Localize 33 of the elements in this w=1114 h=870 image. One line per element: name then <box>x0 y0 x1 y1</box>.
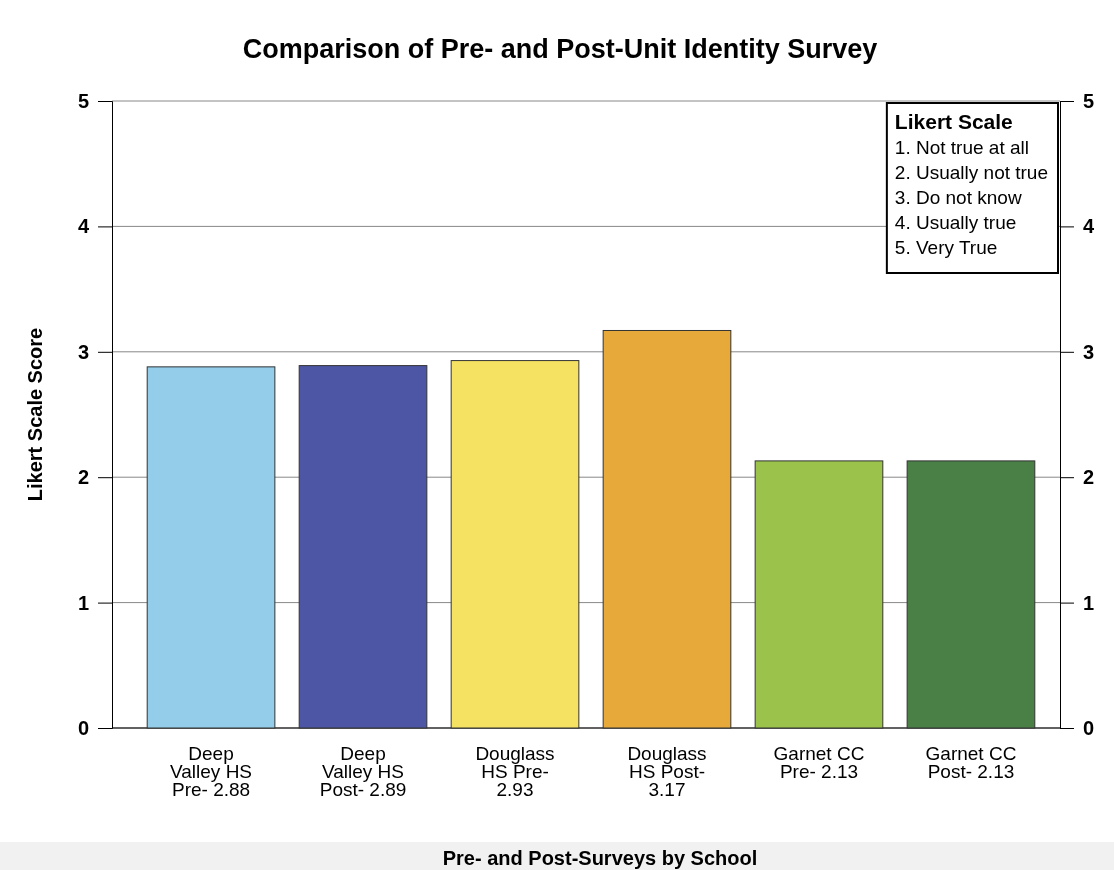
bar <box>602 329 732 729</box>
bar <box>754 460 884 729</box>
bar <box>906 460 1036 729</box>
y2-tick-label: 4 <box>1083 215 1095 238</box>
annotation: Likert Scale <box>894 110 1013 133</box>
y-tick-label: 1 <box>77 591 89 614</box>
y-tick-label: 0 <box>77 716 89 739</box>
x-tick-label: Garnet CC Post- 2.13 <box>925 743 1017 783</box>
annotation: 2. Usually not true <box>894 162 1048 183</box>
x-tick-label: Deep Valley HS Post- 2.89 <box>319 743 407 801</box>
y-tick-label: 5 <box>77 89 89 112</box>
y-tick-label: 3 <box>77 340 89 363</box>
y2-tick-label: 2 <box>1083 466 1095 489</box>
y2-tick-label: 3 <box>1083 340 1095 363</box>
x-tick-label: Deep Valley HS Pre- 2.88 <box>170 743 253 801</box>
y-tick-label: 4 <box>77 215 90 238</box>
y2-tick-label: 1 <box>1083 591 1095 614</box>
x-tick-label: Douglass HS Post- 3.17 <box>627 743 707 801</box>
y2-tick-label: 5 <box>1083 89 1095 112</box>
y-tick-label: 2 <box>77 466 89 489</box>
bar <box>298 365 428 729</box>
x-axis-title: Pre- and Post-Surveys by School <box>442 847 758 869</box>
bar <box>146 366 276 729</box>
annotation: 3. Do not know <box>894 187 1022 208</box>
x-tick-label: Douglass HS Pre- 2.93 <box>475 743 555 801</box>
chart-title: Comparison of Pre- and Post-Unit Identity Survey <box>242 34 878 64</box>
annotation: 1. Not true at all <box>894 137 1029 158</box>
bar <box>450 360 580 729</box>
y2-tick-label: 0 <box>1083 716 1095 739</box>
annotation: 4. Usually true <box>894 212 1017 233</box>
annotation: 5. Very True <box>894 237 998 258</box>
y-axis-title: Likert Scale Score <box>24 327 46 502</box>
x-tick-label: Garnet CC Pre- 2.13 <box>773 743 865 783</box>
